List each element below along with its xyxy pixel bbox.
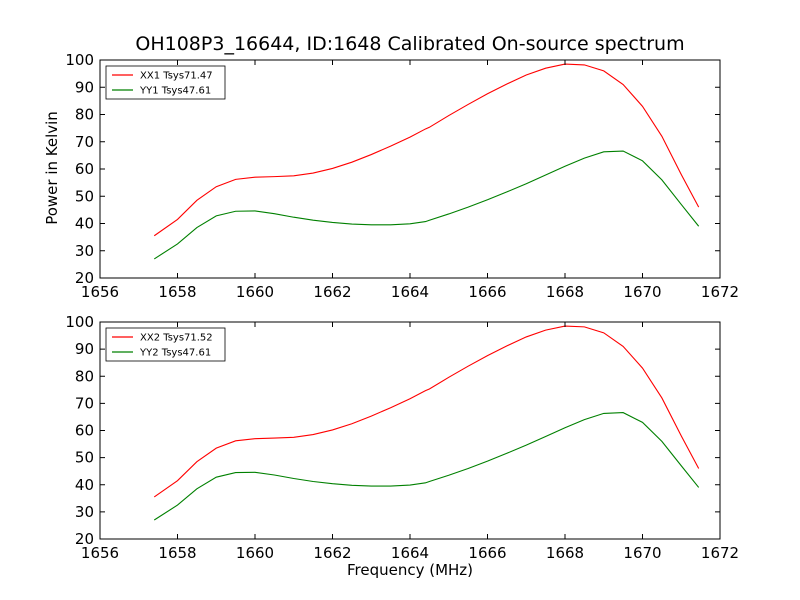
panel-1-x-tick-label-8: 1670 <box>623 283 661 301</box>
panel-1-y-tick-label-1: 20 <box>75 269 94 287</box>
panel-2-y-tick-label-4: 50 <box>75 449 94 467</box>
panel-1-y-tick-label-5: 60 <box>75 160 94 178</box>
panel-1-legend-box <box>105 65 226 100</box>
panel-2-x-tick-label-9: 1672 <box>701 544 739 562</box>
panel-1-series-2-line <box>153 150 700 260</box>
panel-2-y-tick-label-9: 100 <box>65 313 94 331</box>
panel-2-legend-label-1: XX2 Tsys71.52 <box>140 333 213 344</box>
panel-2-x-tick-label-7: 1668 <box>546 544 584 562</box>
panel-2-y-tick-label-1: 20 <box>75 530 94 548</box>
panel-2-legend-label-2: YY2 Tsys47.61 <box>139 348 211 359</box>
panel-1-y-tick-label-6: 70 <box>75 133 94 151</box>
panel-2-x-tick-label-1: 1656 <box>81 544 119 562</box>
panel-1-x-tick-label-2: 1658 <box>158 283 196 301</box>
panel-1-y-tick-label-8: 90 <box>75 78 94 96</box>
panel-1-series-1-line <box>153 63 700 237</box>
panel-2-x-tick-label-2: 1658 <box>158 544 196 562</box>
panel-1-x-tick-label-1: 1656 <box>81 283 119 301</box>
panel-1-legend-label-1: XX1 Tsys71.47 <box>140 71 213 82</box>
panel-2-series-2-line <box>153 412 700 521</box>
panel-1-x-tick-label-6: 1666 <box>468 283 506 301</box>
panel-1-y-tick-label-4: 50 <box>75 187 94 205</box>
panel-1-x-tick-label-4: 1662 <box>313 283 351 301</box>
x-axis-label: Frequency (MHz) <box>346 561 474 579</box>
panel-1-y-tick-label-7: 80 <box>75 106 94 124</box>
panel-2-x-tick-label-4: 1662 <box>313 544 351 562</box>
panel-1-y-tick-label-2: 30 <box>75 242 94 260</box>
panel-2-y-tick-label-6: 70 <box>75 394 94 412</box>
panel-1-y-tick-label-3: 40 <box>75 215 94 233</box>
panel-2-y-tick-label-5: 60 <box>75 422 94 440</box>
panel-2-x-tick-label-3: 1660 <box>236 544 274 562</box>
panel-2-series-1-line <box>153 325 700 498</box>
panel-2-legend-box <box>105 327 226 362</box>
panel-2-x-tick-label-6: 1666 <box>468 544 506 562</box>
panel-1-x-tick-label-9: 1672 <box>701 283 739 301</box>
panel-2-y-tick-label-2: 30 <box>75 503 94 521</box>
chart-title: OH108P3_16644, ID:1648 Calibrated On-sou… <box>135 33 685 55</box>
panel-1-legend-label-2: YY1 Tsys47.61 <box>139 86 211 97</box>
panel-1-x-tick-label-3: 1660 <box>236 283 274 301</box>
panel-2-y-tick-label-7: 80 <box>75 367 94 385</box>
panel-2-y-tick-label-3: 40 <box>75 476 94 494</box>
panel-2-y-tick-label-8: 90 <box>75 340 94 358</box>
panel-2-x-tick-label-5: 1664 <box>391 544 429 562</box>
panel-1-y-tick-label-9: 100 <box>65 51 94 69</box>
panel-1-x-tick-label-5: 1664 <box>391 283 429 301</box>
panel-2-x-tick-label-8: 1670 <box>623 544 661 562</box>
panel-1-x-tick-label-7: 1668 <box>546 283 584 301</box>
